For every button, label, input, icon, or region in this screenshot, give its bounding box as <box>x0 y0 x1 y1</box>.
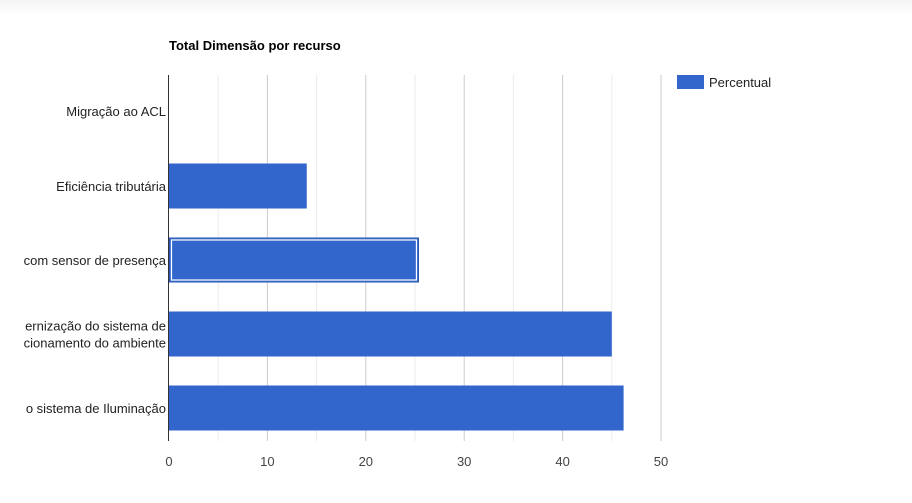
category-label: com sensor de presença <box>24 253 167 268</box>
bars <box>169 163 624 431</box>
top-divider <box>0 0 912 14</box>
bar-selection-border <box>169 237 419 283</box>
x-tick-label: 10 <box>260 454 274 469</box>
x-tick-label: 20 <box>359 454 373 469</box>
x-tick-label: 0 <box>165 454 172 469</box>
category-label: ernização do sistema de cionamento do amb… <box>24 319 166 351</box>
legend[interactable]: Percentual <box>677 75 771 90</box>
bar[interactable] <box>169 163 307 209</box>
x-tick-label: 40 <box>555 454 569 469</box>
chart-title: Total Dimensão por recurso <box>169 38 341 53</box>
x-tick-label: 50 <box>654 454 668 469</box>
category-label: Migração ao ACL <box>66 104 166 119</box>
legend-label: Percentual <box>709 75 771 90</box>
bar[interactable] <box>169 385 624 431</box>
category-label: Eficiência tributária <box>56 179 167 194</box>
category-labels: Migração ao ACL Eficiência tributária com … <box>24 104 167 416</box>
bar[interactable] <box>169 311 612 357</box>
bar-selection-outline <box>170 239 418 281</box>
category-label: o sistema de Iluminação <box>26 401 166 416</box>
x-tick-labels: 0 10 20 30 40 50 <box>165 454 668 469</box>
x-tick-label: 30 <box>457 454 471 469</box>
legend-swatch <box>677 75 704 89</box>
